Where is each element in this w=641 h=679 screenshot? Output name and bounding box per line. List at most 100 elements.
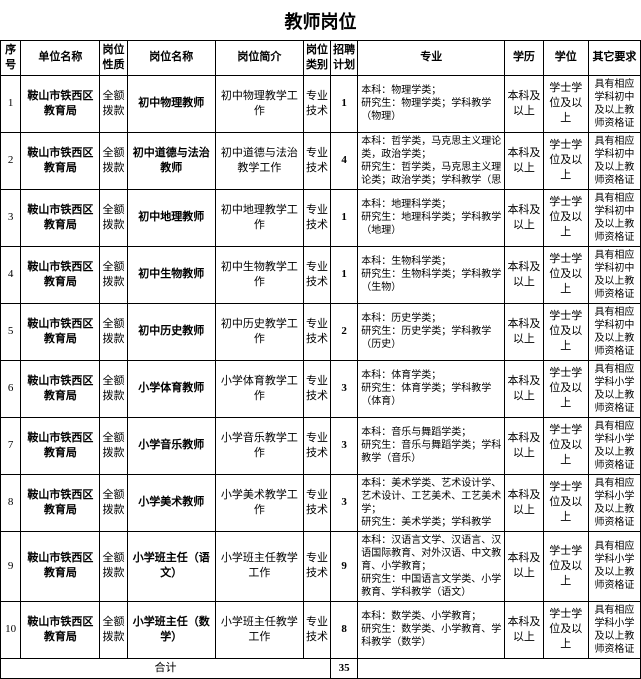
cell-cat: 专业技术 <box>303 417 330 474</box>
cell-other: 具有相应学科小学及以上教师资格证 <box>588 360 640 417</box>
cell-post: 小学班主任（数学） <box>127 601 215 658</box>
footer-blank <box>358 658 641 678</box>
cell-nature: 全额拨款 <box>100 531 127 601</box>
cell-other: 具有相应学科小学及以上教师资格证 <box>588 474 640 531</box>
cell-desc: 初中历史教学工作 <box>215 303 303 360</box>
cell-cat: 专业技术 <box>303 303 330 360</box>
cell-deg: 学士学位及以上 <box>543 474 588 531</box>
cell-post: 初中生物教师 <box>127 246 215 303</box>
cell-unit: 鞍山市铁西区教育局 <box>21 75 100 132</box>
cell-edu: 本科及以上 <box>505 417 543 474</box>
cell-plan: 3 <box>331 360 358 417</box>
cell-nature: 全额拨款 <box>100 417 127 474</box>
cell-nature: 全额拨款 <box>100 360 127 417</box>
cell-edu: 本科及以上 <box>505 303 543 360</box>
cell-unit: 鞍山市铁西区教育局 <box>21 531 100 601</box>
cell-other: 具有相应学科小学及以上教师资格证 <box>588 417 640 474</box>
cell-plan: 4 <box>331 132 358 189</box>
cell-unit: 鞍山市铁西区教育局 <box>21 474 100 531</box>
cell-idx: 5 <box>1 303 21 360</box>
th-other: 其它要求 <box>588 41 640 76</box>
table-row: 4鞍山市铁西区教育局全额拨款初中生物教师初中生物教学工作专业技术1本科：生物科学… <box>1 246 641 303</box>
table-row: 6鞍山市铁西区教育局全额拨款小学体育教师小学体育教学工作专业技术3本科：体育学类… <box>1 360 641 417</box>
cell-desc: 初中地理教学工作 <box>215 189 303 246</box>
th-cat: 岗位类别 <box>303 41 330 76</box>
cell-edu: 本科及以上 <box>505 360 543 417</box>
th-edu: 学历 <box>505 41 543 76</box>
cell-idx: 9 <box>1 531 21 601</box>
cell-post: 初中道德与法治教师 <box>127 132 215 189</box>
cell-edu: 本科及以上 <box>505 246 543 303</box>
cell-nature: 全额拨款 <box>100 303 127 360</box>
cell-desc: 小学体育教学工作 <box>215 360 303 417</box>
cell-other: 具有相应学科初中及以上教师资格证 <box>588 246 640 303</box>
table-row: 5鞍山市铁西区教育局全额拨款初中历史教师初中历史教学工作专业技术2本科：历史学类… <box>1 303 641 360</box>
cell-deg: 学士学位及以上 <box>543 132 588 189</box>
cell-plan: 8 <box>331 601 358 658</box>
cell-nature: 全额拨款 <box>100 132 127 189</box>
cell-unit: 鞍山市铁西区教育局 <box>21 303 100 360</box>
cell-post: 小学美术教师 <box>127 474 215 531</box>
cell-post: 初中历史教师 <box>127 303 215 360</box>
cell-idx: 2 <box>1 132 21 189</box>
cell-unit: 鞍山市铁西区教育局 <box>21 417 100 474</box>
cell-nature: 全额拨款 <box>100 75 127 132</box>
cell-major: 本科：数学类、小学教育；研究生：数学类、小学教育、学科教学（数学） <box>358 601 505 658</box>
cell-deg: 学士学位及以上 <box>543 75 588 132</box>
cell-deg: 学士学位及以上 <box>543 531 588 601</box>
cell-cat: 专业技术 <box>303 360 330 417</box>
cell-post: 初中地理教师 <box>127 189 215 246</box>
cell-plan: 2 <box>331 303 358 360</box>
cell-edu: 本科及以上 <box>505 531 543 601</box>
cell-nature: 全额拨款 <box>100 601 127 658</box>
cell-desc: 初中道德与法治教学工作 <box>215 132 303 189</box>
cell-plan: 1 <box>331 246 358 303</box>
table-row: 8鞍山市铁西区教育局全额拨款小学美术教师小学美术教学工作专业技术3本科：美术学类… <box>1 474 641 531</box>
cell-idx: 3 <box>1 189 21 246</box>
cell-desc: 小学美术教学工作 <box>215 474 303 531</box>
table-row: 3鞍山市铁西区教育局全额拨款初中地理教师初中地理教学工作专业技术1本科：地理科学… <box>1 189 641 246</box>
cell-edu: 本科及以上 <box>505 132 543 189</box>
th-plan: 招聘计划 <box>331 41 358 76</box>
th-nature: 岗位性质 <box>100 41 127 76</box>
cell-cat: 专业技术 <box>303 246 330 303</box>
cell-idx: 7 <box>1 417 21 474</box>
page-title: 教师岗位 <box>0 0 641 40</box>
cell-major: 本科：汉语言文学、汉语言、汉语国际教育、对外汉语、中文教育、小学教育；研究生：中… <box>358 531 505 601</box>
cell-nature: 全额拨款 <box>100 189 127 246</box>
cell-major: 本科：美术学类、艺术设计学、艺术设计、工艺美术、工艺美术学；研究生：美术学类；学… <box>358 474 505 531</box>
cell-desc: 小学音乐教学工作 <box>215 417 303 474</box>
cell-edu: 本科及以上 <box>505 474 543 531</box>
cell-idx: 10 <box>1 601 21 658</box>
cell-major: 本科：体育学类；研究生：体育学类；学科教学（体育） <box>358 360 505 417</box>
cell-nature: 全额拨款 <box>100 474 127 531</box>
cell-plan: 1 <box>331 189 358 246</box>
cell-desc: 初中物理教学工作 <box>215 75 303 132</box>
th-unit: 单位名称 <box>21 41 100 76</box>
cell-cat: 专业技术 <box>303 75 330 132</box>
cell-plan: 3 <box>331 417 358 474</box>
table-row: 1鞍山市铁西区教育局全额拨款初中物理教师初中物理教学工作专业技术1本科：物理学类… <box>1 75 641 132</box>
cell-deg: 学士学位及以上 <box>543 189 588 246</box>
footer-total: 35 <box>331 658 358 678</box>
cell-edu: 本科及以上 <box>505 189 543 246</box>
cell-deg: 学士学位及以上 <box>543 360 588 417</box>
cell-other: 具有相应学科初中及以上教师资格证 <box>588 75 640 132</box>
cell-edu: 本科及以上 <box>505 75 543 132</box>
cell-idx: 1 <box>1 75 21 132</box>
footer-label: 合计 <box>1 658 331 678</box>
table-row: 2鞍山市铁西区教育局全额拨款初中道德与法治教师初中道德与法治教学工作专业技术4本… <box>1 132 641 189</box>
table-row: 10鞍山市铁西区教育局全额拨款小学班主任（数学）小学班主任教学工作专业技术8本科… <box>1 601 641 658</box>
cell-deg: 学士学位及以上 <box>543 601 588 658</box>
cell-major: 本科：物理学类；研究生：物理学类；学科教学（物理） <box>358 75 505 132</box>
cell-deg: 学士学位及以上 <box>543 417 588 474</box>
cell-desc: 小学班主任教学工作 <box>215 601 303 658</box>
th-post: 岗位名称 <box>127 41 215 76</box>
cell-post: 小学班主任（语文） <box>127 531 215 601</box>
table-row: 9鞍山市铁西区教育局全额拨款小学班主任（语文）小学班主任教学工作专业技术9本科：… <box>1 531 641 601</box>
cell-plan: 1 <box>331 75 358 132</box>
cell-plan: 9 <box>331 531 358 601</box>
cell-major: 本科：地理科学类；研究生：地理科学类；学科教学（地理） <box>358 189 505 246</box>
cell-other: 具有相应学科初中及以上教师资格证 <box>588 303 640 360</box>
cell-edu: 本科及以上 <box>505 601 543 658</box>
